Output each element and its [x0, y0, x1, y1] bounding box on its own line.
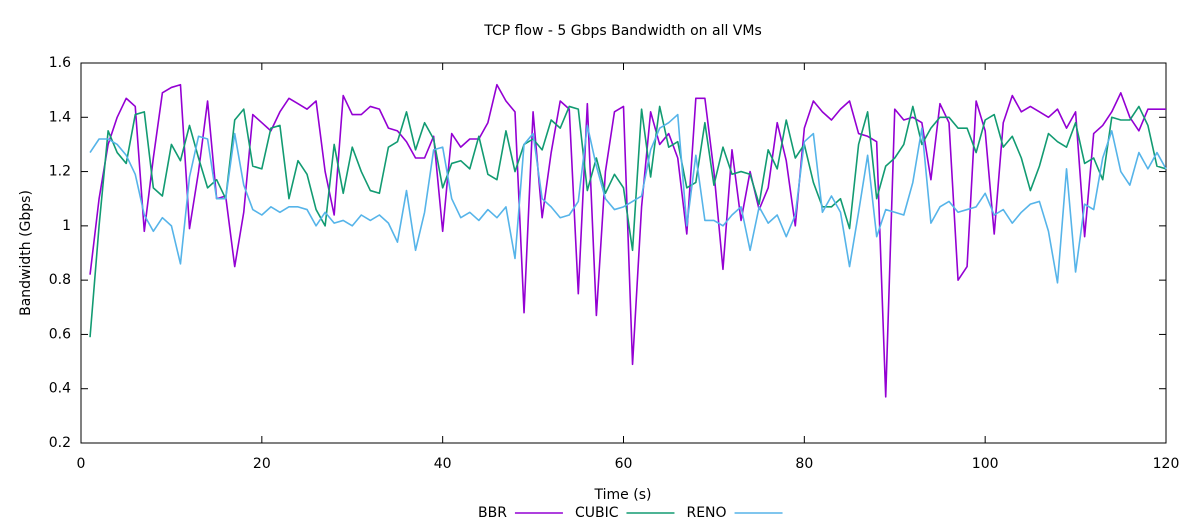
x-tick-label: 60: [615, 456, 633, 472]
data-line: [89, 83, 1166, 398]
x-tick-label: 80: [795, 456, 813, 472]
legend-label: RENO: [686, 505, 726, 521]
x-axis-label: Time (s): [594, 487, 652, 503]
y-tick-label: 1: [62, 218, 71, 234]
y-tick-label: 1.6: [49, 55, 71, 71]
legend-label: CUBIC: [575, 505, 619, 521]
x-tick-label: 40: [434, 456, 452, 472]
data-line: [89, 105, 1167, 338]
y-axis-label: Bandwidth (Gbps): [18, 190, 34, 316]
x-tick-label: 120: [1153, 456, 1180, 472]
y-tick-label: 1.2: [49, 164, 71, 180]
x-tick-label: 20: [253, 456, 271, 472]
chart-title: TCP flow - 5 Gbps Bandwidth on all VMs: [483, 23, 762, 39]
y-tick-label: 0.2: [49, 435, 71, 451]
y-tick-label: 0.4: [49, 381, 71, 397]
y-tick-label: 0.6: [49, 326, 71, 342]
legend-label: BBR: [478, 505, 507, 521]
y-tick-label: 1.4: [49, 109, 71, 125]
data-line: [89, 113, 1167, 284]
y-tick-label: 0.8: [49, 272, 71, 288]
x-tick-label: 100: [972, 456, 999, 472]
x-tick-label: 0: [77, 456, 86, 472]
